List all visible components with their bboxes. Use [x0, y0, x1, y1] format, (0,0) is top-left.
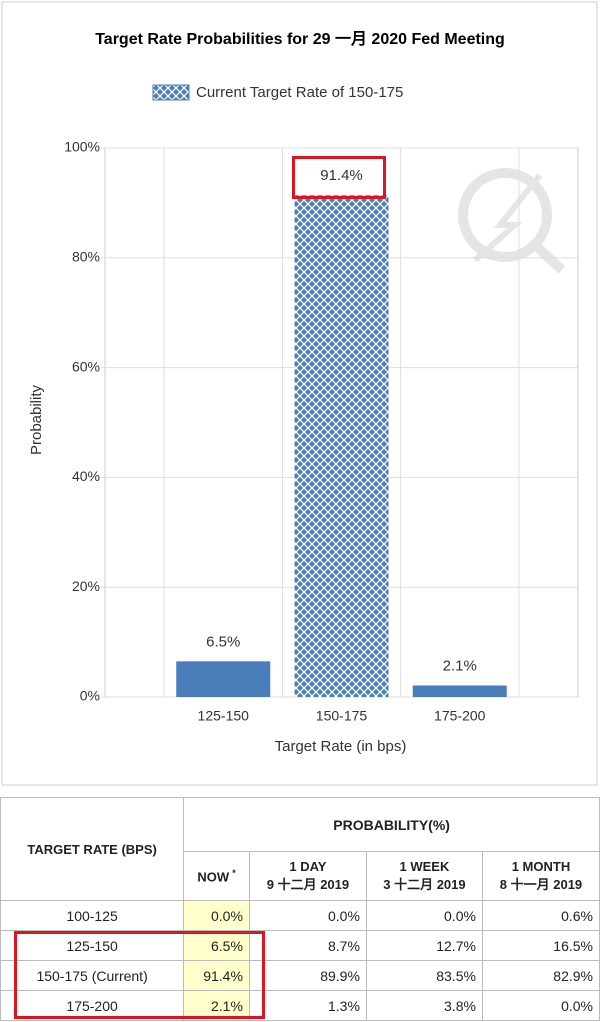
y-tick-label: 60% — [72, 358, 100, 374]
watermark — [458, 168, 566, 274]
column-date: 3 十二月 2019 — [383, 877, 466, 892]
table-cell: 12.7% — [365, 930, 483, 961]
table-row: 100-125 0.0% 0.0% 0.0% 0.6% — [0, 900, 600, 931]
x-tick-label: 175-200 — [434, 708, 486, 724]
table-cell: 1.3% — [248, 990, 367, 1021]
column-note: * — [232, 867, 236, 878]
chart-title: Target Rate Probabilities for 29 一月 2020… — [95, 30, 505, 48]
table-cell: 0.0% — [481, 990, 600, 1021]
table-cell: 125-150 — [0, 930, 185, 961]
value-label: 91.4% — [320, 167, 363, 184]
header-cell: 1 WEEK 3 十二月 2019 — [365, 851, 483, 901]
x-tick-label: 125-150 — [198, 708, 250, 724]
y-tick-label: 80% — [72, 249, 100, 265]
y-tick-label: 20% — [72, 578, 100, 594]
y-tick-label: 0% — [80, 688, 100, 704]
table-cell: 150-175 (Current) — [0, 960, 185, 991]
column-date: 9 十二月 2019 — [266, 877, 350, 892]
legend-swatch — [152, 84, 190, 101]
table-cell: 6.5% — [183, 930, 250, 961]
bar — [294, 195, 389, 698]
bar — [412, 685, 507, 697]
header-row: TARGET RATE (BPS) PROBABILITY(%) — [0, 797, 600, 901]
value-label: 2.1% — [443, 657, 477, 674]
table-cell: 2.1% — [183, 990, 250, 1021]
y-axis-label: Probability — [28, 384, 45, 455]
x-axis-label: Target Rate (in bps) — [275, 738, 407, 755]
table-cell: 16.5% — [481, 930, 600, 961]
y-tick-label: 40% — [72, 468, 100, 484]
table-cell: 82.9% — [481, 960, 600, 991]
header-cell: NOW * — [183, 851, 250, 901]
column-label: NOW — [197, 869, 230, 885]
table-row: 150-175 (Current) 91.4% 89.9% 83.5% 82.9% — [0, 960, 600, 991]
table-cell: 83.5% — [365, 960, 483, 991]
bar — [176, 661, 271, 697]
x-tick-label: 150-175 — [316, 708, 368, 724]
highlight-box — [292, 156, 386, 199]
table-cell: 100-125 — [0, 900, 185, 931]
header-cell: PROBABILITY(%) — [183, 797, 600, 852]
column-label: 1 WEEK — [399, 859, 450, 874]
table-cell: 0.0% — [365, 900, 483, 931]
chart: Target Rate Probabilities for 29 一月 2020… — [1, 1, 598, 786]
legend-label: Current Target Rate of 150-175 — [196, 84, 403, 101]
table-cell: 0.0% — [183, 900, 250, 931]
table-row: 125-150 6.5% 8.7% 12.7% 16.5% — [0, 930, 600, 961]
column-label: 1 MONTH — [511, 859, 571, 874]
table-cell: 175-200 — [0, 990, 185, 1021]
header-cell: 1 MONTH 8 十一月 2019 — [481, 851, 600, 901]
table-cell: 8.7% — [248, 930, 367, 961]
header-cell: 1 DAY 9 十二月 2019 — [248, 851, 367, 901]
table-cell: 0.6% — [481, 900, 600, 931]
table-cell: 0.0% — [248, 900, 367, 931]
column-label: 1 DAY — [289, 859, 327, 874]
highlight-box — [14, 931, 265, 1019]
table-cell: 3.8% — [365, 990, 483, 1021]
header-row: NOW * 1 DAY 9 十二月 2019 1 WEEK 3 十二月 2019 1 MON… — [1, 851, 600, 901]
table-cell: 89.9% — [248, 960, 367, 991]
header-cell: TARGET RATE (BPS) — [0, 797, 185, 901]
table-row: 175-200 2.1% 1.3% 3.8% 0.0% — [0, 990, 600, 1021]
value-label: 6.5% — [206, 633, 240, 650]
column-date: 8 十一月 2019 — [499, 877, 583, 892]
chart-border — [1, 1, 598, 786]
probability-table: TARGET RATE (BPS) PROBABILITY(%) NOW * 1 DAY… — [0, 797, 600, 1021]
y-tick-label: 100% — [64, 139, 100, 155]
